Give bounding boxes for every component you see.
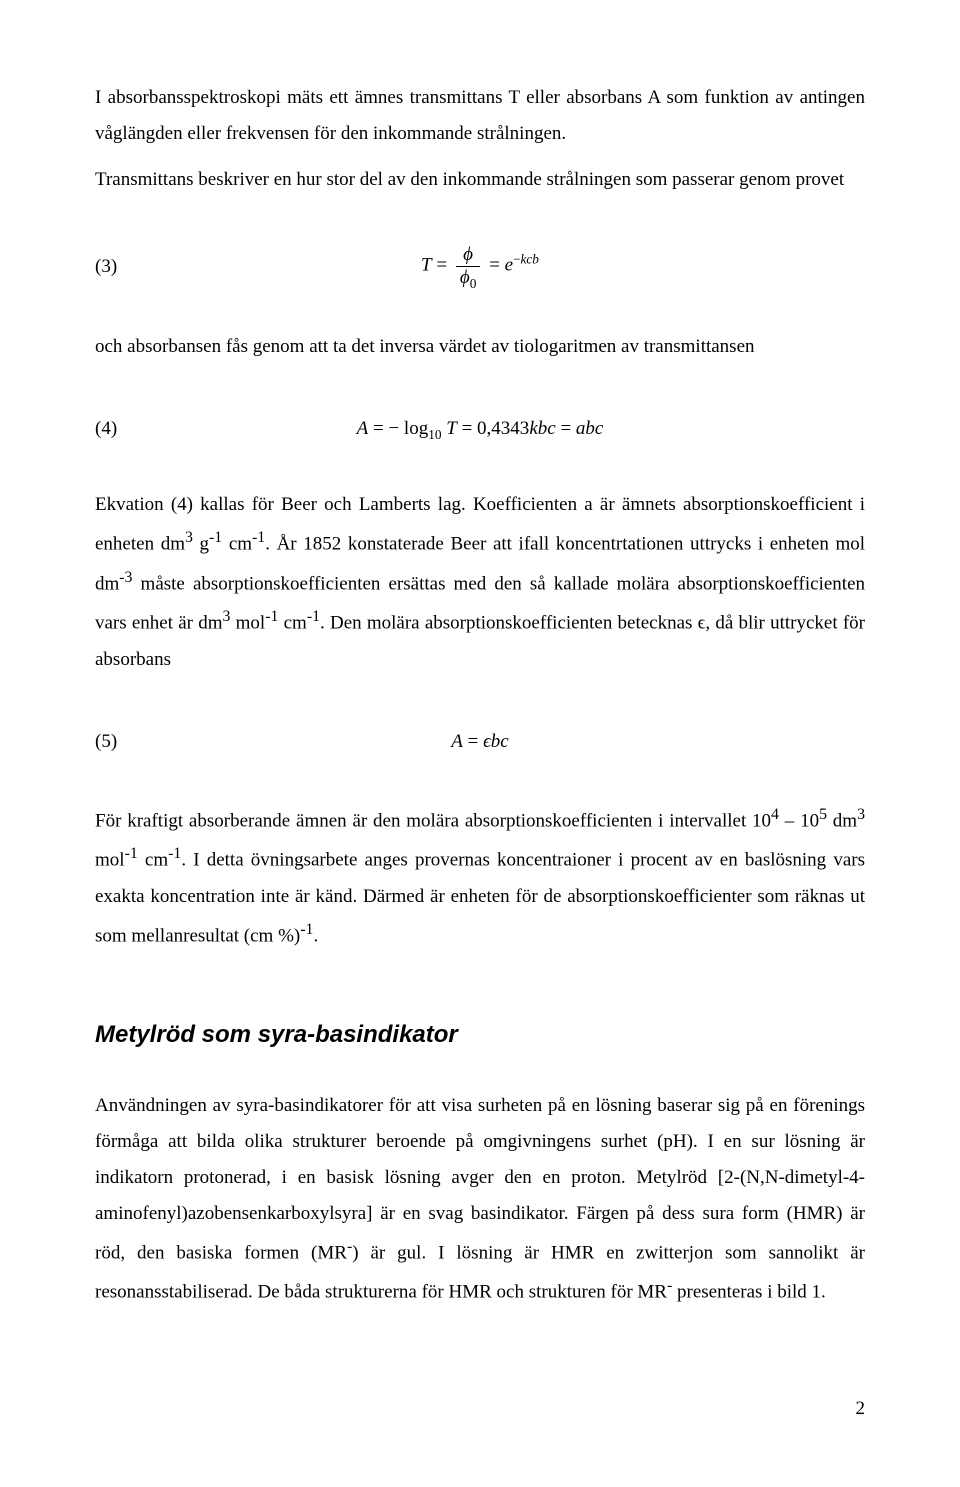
paragraph-indicator: Användningen av syra-basindikatorer för …	[95, 1088, 865, 1311]
equation-4-row: (4) A = − log10 T = 0,4343kbc = abc	[95, 411, 865, 447]
paragraph-beer-lambert: Ekvation (4) kallas för Beer och Lambert…	[95, 487, 865, 677]
equation-5-number: (5)	[95, 724, 135, 760]
equation-4-number: (4)	[95, 411, 135, 447]
equation-3-number: (3)	[95, 249, 135, 285]
equation-3-row: (3) T = ϕϕ0 = e−kcb	[95, 244, 865, 289]
paragraph-intro-2: Transmittans beskriver en hur stor del a…	[95, 162, 865, 198]
equation-3-body: T = ϕϕ0 = e−kcb	[135, 244, 825, 289]
equation-4-body: A = − log10 T = 0,4343kbc = abc	[135, 411, 825, 447]
equation-5-row: (5) A = ϵbc	[95, 724, 865, 760]
equation-5-body: A = ϵbc	[135, 724, 825, 760]
section-title-metylrod: Metylröd som syra-basindikator	[95, 1012, 865, 1058]
paragraph-between-eq3-eq4: och absorbansen fås genom att ta det inv…	[95, 329, 865, 365]
paragraph-molar-coefficient: För kraftigt absorberande ämnen är den m…	[95, 800, 865, 954]
paragraph-intro-1: I absorbansspektroskopi mäts ett ämnes t…	[95, 80, 865, 152]
page-number: 2	[95, 1391, 865, 1427]
